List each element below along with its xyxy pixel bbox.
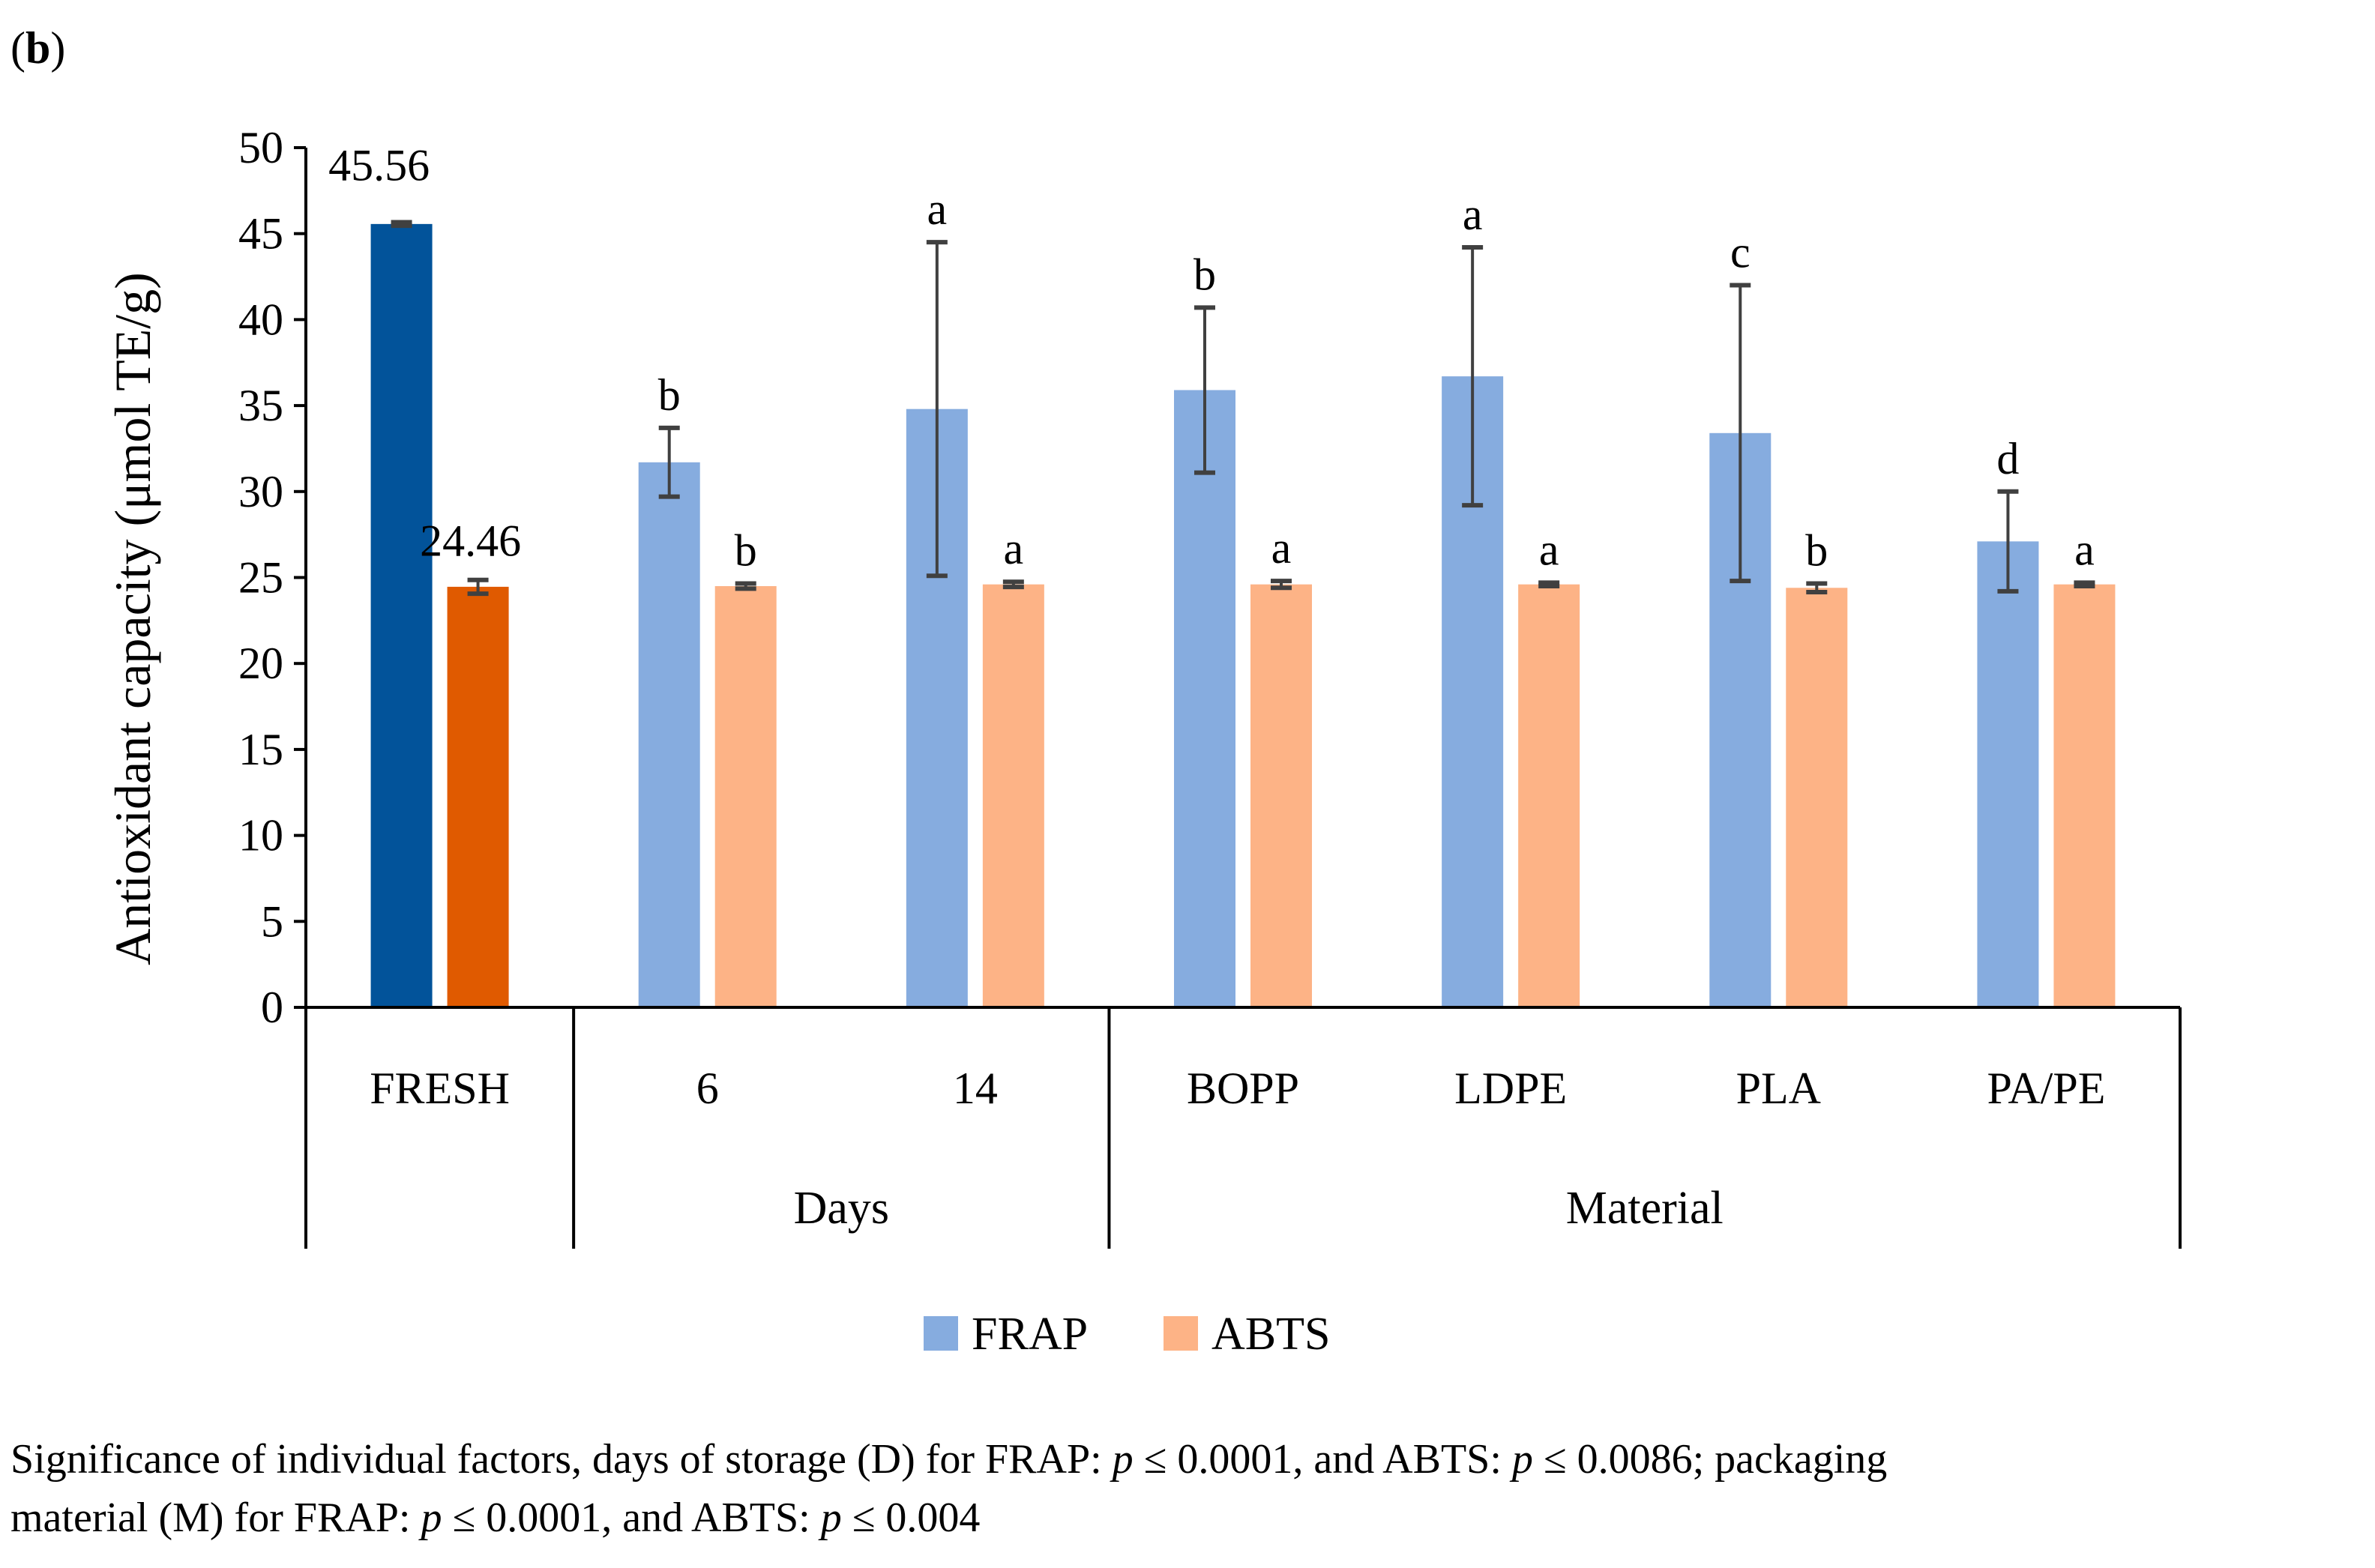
data-label: 24.46	[420, 516, 521, 566]
legend: FRAP ABTS	[924, 1309, 1330, 1360]
caption-text: material (M) for FRAP:	[10, 1495, 421, 1541]
bar-abts-pla	[1786, 588, 1848, 1007]
significance-letter: d	[1996, 434, 2019, 483]
significance-letter: a	[1004, 524, 1024, 573]
bar-frap-pa-pe	[1977, 541, 2039, 1007]
bar-abts-bopp	[1250, 584, 1312, 1007]
significance-letter: a	[2074, 525, 2095, 574]
y-tick-label: 10	[238, 811, 283, 860]
legend-swatch-abts	[1164, 1316, 1198, 1351]
significance-letter: b	[658, 370, 681, 420]
bar-abts-14	[982, 584, 1044, 1007]
y-tick-label: 40	[238, 295, 283, 344]
caption-text: ≤ 0.0001, and ABTS:	[442, 1495, 821, 1541]
caption-p: p	[421, 1495, 442, 1541]
caption-text: ≤ 0.0086; packaging	[1532, 1436, 1888, 1483]
bar-abts-fresh	[447, 586, 509, 1007]
panel-label: (b)	[10, 23, 65, 73]
x-group-label: Days	[794, 1183, 889, 1234]
caption-p: p	[1112, 1436, 1134, 1483]
y-tick-label: 5	[261, 896, 283, 946]
bar-abts-6	[714, 585, 777, 1007]
x-tick-label: 14	[953, 1064, 998, 1113]
legend-label-abts: ABTS	[1211, 1309, 1330, 1360]
y-tick-label: 20	[238, 639, 283, 688]
bar-frap-bopp	[1174, 390, 1235, 1007]
significance-caption: Significance of individual factors, days…	[10, 1430, 2372, 1547]
y-tick-label: 50	[238, 123, 283, 172]
x-tick-label: 6	[696, 1064, 719, 1113]
y-tick-label: 15	[238, 725, 283, 774]
y-tick-label: 0	[261, 983, 283, 1032]
caption-text: ≤ 0.004	[841, 1495, 981, 1541]
x-axis: FRESH 6 14 BOPP LDPE PLA PA/PE Days Material	[304, 1006, 2182, 1249]
significance-letter: b	[1805, 526, 1828, 576]
x-tick-label: FRESH	[370, 1064, 510, 1113]
significance-letter: a	[927, 184, 948, 234]
x-group-label: Material	[1566, 1183, 1724, 1234]
y-axis: 0 5 10 15 20 25 30 35 40 45 50 Antioxidant capacity…	[104, 123, 307, 1032]
bars: 45.56 24.46 b b a a b a a a c b d a	[328, 141, 2116, 1007]
x-tick-label: PLA	[1736, 1064, 1821, 1113]
panel-label-letter: b	[25, 23, 50, 73]
x-tick-label: PA/PE	[1987, 1064, 2105, 1113]
data-label: 45.56	[328, 141, 430, 190]
significance-letter: b	[1193, 250, 1216, 299]
x-tick-label: LDPE	[1454, 1064, 1567, 1113]
y-tick-label: 45	[238, 209, 283, 259]
caption-p: p	[820, 1495, 842, 1541]
significance-letter: a	[1271, 523, 1292, 573]
significance-letter: b	[735, 526, 757, 576]
significance-letter: a	[1539, 525, 1559, 574]
y-tick-label: 25	[238, 553, 283, 603]
significance-letter: a	[1463, 190, 1483, 239]
x-tick-label: BOPP	[1187, 1064, 1299, 1113]
bar-abts-ldpe	[1518, 584, 1580, 1007]
significance-letter: c	[1730, 228, 1751, 277]
bar-frap-fresh	[370, 223, 433, 1007]
bar-frap-6	[638, 462, 700, 1007]
y-tick-label: 30	[238, 467, 283, 516]
legend-swatch-frap	[924, 1316, 958, 1351]
caption-text: Significance of individual factors, days…	[10, 1436, 1113, 1483]
legend-label-frap: FRAP	[972, 1309, 1088, 1360]
caption-text: ≤ 0.0001, and ABTS:	[1133, 1436, 1512, 1483]
y-tick-label: 35	[238, 381, 283, 430]
bar-chart: (b) 0 5 10 15 20 25 30 35 40 45 50 Antioxidant capa…	[10, 23, 2182, 1360]
y-axis-title: Antioxidant capacity (μmol TE/g)	[104, 272, 161, 965]
bar-abts-pa-pe	[2053, 584, 2116, 1007]
caption-p: p	[1511, 1436, 1533, 1483]
